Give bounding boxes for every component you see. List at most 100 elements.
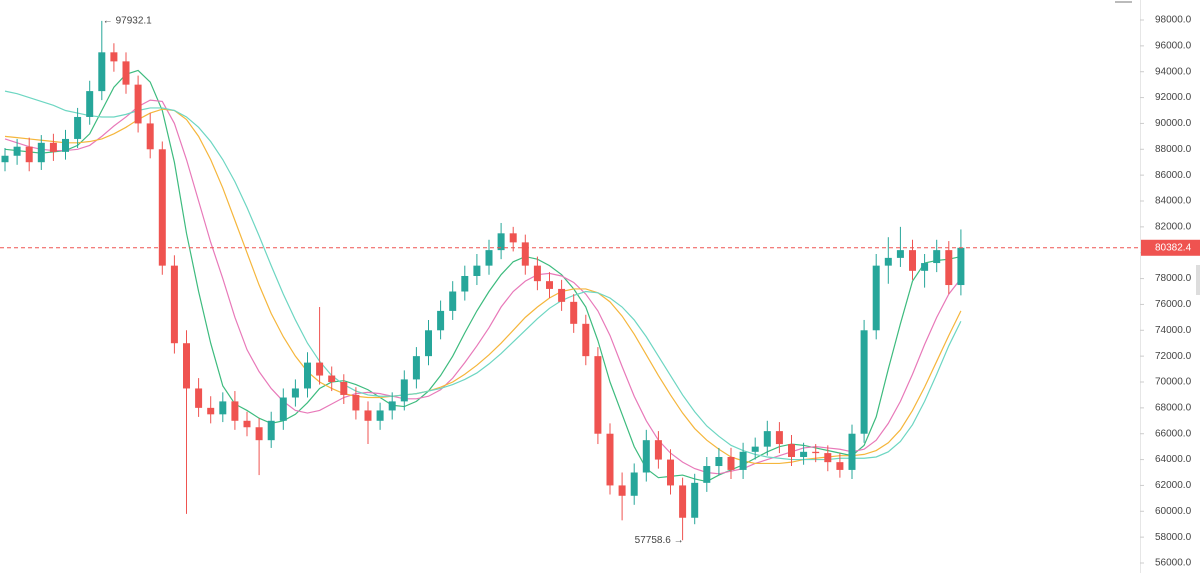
candle-body: [945, 250, 953, 286]
y-tick-label: 58000.0: [1155, 532, 1192, 543]
candle-body: [606, 433, 614, 486]
candle-body: [570, 301, 578, 324]
candle-body: [267, 420, 275, 441]
candle-body: [800, 451, 808, 457]
candle-body: [485, 250, 493, 266]
moving-average: [4, 108, 962, 465]
y-tick-label: 66000.0: [1155, 428, 1192, 439]
y-tick-label: 76000.0: [1155, 299, 1192, 310]
y-tick-label: 88000.0: [1155, 144, 1192, 155]
y-tick-label: 94000.0: [1155, 66, 1192, 77]
candle-body: [751, 446, 759, 452]
y-tick-label: 62000.0: [1155, 480, 1192, 491]
candle-body: [352, 394, 360, 411]
candle-body: [449, 291, 457, 311]
y-tick-label: 68000.0: [1155, 402, 1192, 413]
candle-body: [860, 330, 868, 434]
y-tick-label: 74000.0: [1155, 325, 1192, 336]
scrollbar[interactable]: [1196, 265, 1200, 295]
candle-body: [533, 265, 541, 282]
candle-body: [594, 356, 602, 434]
candle-body: [1, 155, 9, 163]
y-tick-label: 92000.0: [1155, 92, 1192, 103]
y-tick-label: 70000.0: [1155, 377, 1192, 388]
y-tick-label: 90000.0: [1155, 118, 1192, 129]
candle-body: [727, 456, 735, 470]
y-tick-label: 60000.0: [1155, 506, 1192, 517]
candle-body: [691, 482, 699, 518]
candle-body: [884, 257, 892, 266]
candle-body: [473, 265, 481, 276]
candle-body: [74, 116, 82, 139]
candle-body: [158, 149, 166, 266]
candle-body: [521, 242, 529, 266]
candle-body: [630, 472, 638, 496]
candle-body: [909, 250, 916, 271]
candle-body: [896, 250, 904, 258]
candle-body: [812, 451, 820, 454]
candle-body: [412, 356, 420, 380]
candle-body: [703, 466, 711, 483]
y-tick-label: 64000.0: [1155, 454, 1192, 465]
candle-body: [170, 265, 178, 344]
candle-body: [824, 453, 832, 463]
candle-body: [122, 61, 130, 85]
y-tick-label: 84000.0: [1155, 196, 1192, 207]
candle-body: [86, 91, 94, 117]
moving-average: [4, 99, 962, 475]
last-price-badge: [1141, 239, 1200, 256]
low-annotation: 57758.6 →: [635, 535, 684, 546]
candle-body: [497, 233, 505, 251]
candle-body: [13, 146, 21, 156]
last-price-label: 80382.4: [1155, 242, 1192, 253]
candle-body: [279, 397, 287, 421]
candle-body: [340, 382, 348, 395]
candle-body: [437, 310, 445, 331]
candle-body: [872, 265, 880, 331]
candle-body: [546, 281, 553, 289]
y-tick-label: 82000.0: [1155, 221, 1192, 232]
y-tick-label: 78000.0: [1155, 273, 1192, 284]
candle-body: [715, 456, 723, 467]
candle-body: [183, 343, 190, 389]
candle-body: [134, 84, 142, 124]
candle-body: [25, 146, 33, 163]
candle-body: [425, 330, 432, 357]
candle-body: [376, 410, 384, 421]
candle-body: [195, 388, 203, 408]
candle-body: [618, 485, 626, 496]
candle-body: [255, 427, 263, 441]
moving-average: [4, 90, 962, 461]
candle-body: [219, 401, 227, 415]
y-tick-label: 98000.0: [1155, 15, 1192, 26]
y-tick-label: 96000.0: [1155, 40, 1192, 51]
candle-body: [304, 362, 311, 389]
candle-body: [62, 138, 69, 152]
y-tick-label: 86000.0: [1155, 170, 1192, 181]
moving-average: [4, 69, 962, 483]
candle-body: [921, 263, 929, 271]
candle-body: [679, 485, 687, 518]
candle-body: [110, 52, 118, 62]
candle-body: [316, 362, 324, 376]
candle-body: [933, 250, 941, 264]
candle-body: [37, 142, 45, 163]
candle-body: [49, 142, 57, 152]
candle-body: [667, 459, 674, 486]
candle-body: [207, 407, 215, 415]
candle-body: [654, 440, 662, 460]
candle-body: [558, 288, 566, 302]
candle-body: [231, 401, 239, 421]
candle-body: [461, 275, 469, 292]
candle-body: [364, 410, 372, 421]
candle-body: [291, 388, 299, 398]
candle-body: [739, 451, 747, 470]
candle-body: [848, 433, 856, 470]
candle-body: [788, 444, 795, 457]
candle-body: [98, 52, 106, 92]
candle-body: [388, 401, 396, 411]
candle-body: [836, 462, 844, 470]
candle-body: [328, 375, 336, 382]
candle-body: [243, 420, 251, 428]
candle-body: [763, 431, 771, 447]
